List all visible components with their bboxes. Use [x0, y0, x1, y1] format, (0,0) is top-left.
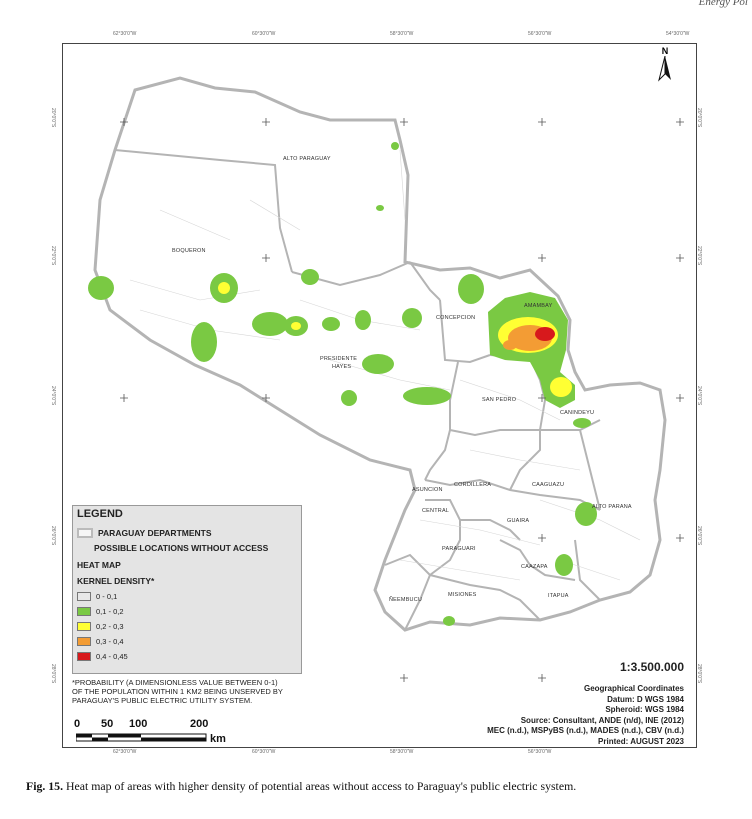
legend-kernel-label: KERNEL DENSITY*: [77, 576, 155, 586]
legend-locations-label: POSSIBLE LOCATIONS WITHOUT ACCESS: [94, 543, 269, 553]
caption-label: Fig. 15.: [26, 779, 64, 793]
tick-left-5: 28°0'0"S: [50, 664, 56, 684]
dept-label-presidente-hayes-1: PRESIDENTE: [320, 356, 358, 362]
department-borders: [114, 149, 601, 631]
dept-label-paraguari: PARAGUARI: [442, 546, 476, 552]
legend-class-swatch: [77, 622, 91, 631]
probability-note: *PROBABILITY (A DIMENSIONLESS VALUE BETW…: [72, 678, 402, 705]
note-line: *PROBABILITY (A DIMENSIONLESS VALUE BETW…: [72, 678, 278, 687]
journal-header: Energy Pol: [698, 0, 748, 8]
heat-blobs: [88, 142, 597, 626]
map-legend: LEGEND PARAGUAY DEPARTMENTS POSSIBLE LOC…: [72, 505, 302, 674]
scale-unit: km: [210, 733, 226, 745]
dept-label-concepcion: CONCEPCION: [436, 315, 476, 321]
legend-class-label: 0,3 - 0,4: [96, 637, 124, 646]
north-arrow-icon: [658, 55, 671, 82]
legend-class-label: 0 - 0,1: [96, 592, 118, 601]
map-metadata: 1:3.500.000 Geographical Coordinates Dat…: [487, 660, 684, 747]
scale-label-0: 0: [74, 718, 81, 730]
legend-heatmap-label: HEAT MAP: [77, 560, 121, 570]
departments-swatch: [77, 528, 93, 538]
dept-label-canindeyu: CANINDEYU: [560, 410, 595, 416]
legend-class-swatch: [77, 637, 91, 646]
dept-label-amambay: AMAMBAY: [524, 303, 553, 309]
scale-label-50: 50: [101, 718, 114, 730]
dept-label-misiones: MISIONES: [448, 592, 477, 598]
tick-right-1: 20°0'0"S: [696, 108, 702, 128]
legend-class-swatch: [77, 652, 91, 661]
tick-top-1: 62°30'0"W: [113, 31, 137, 37]
tick-bottom-1: 62°30'0"W: [113, 749, 137, 755]
map-scale: 1:3.500.000: [619, 660, 684, 674]
dept-label-caaguazu: CAAGUAZU: [532, 482, 565, 488]
legend-class-row: 0,1 - 0,2: [77, 607, 124, 616]
metadata-line: Spheroid: WGS 1984: [605, 705, 684, 714]
metadata-line: Datum: D WGS 1984: [607, 694, 684, 704]
legend-title: LEGEND: [77, 508, 123, 520]
tick-top-4: 56°30'0"W: [528, 31, 552, 37]
legend-class-label: 0,4 - 0,45: [96, 652, 128, 661]
dept-label-alto-parana: ALTO PARANA: [592, 504, 632, 510]
dept-label-caazapa: CAAZAPA: [521, 564, 548, 570]
tick-left-2: 22°0'0"S: [50, 246, 56, 266]
legend-class-row: 0,3 - 0,4: [77, 637, 124, 646]
dept-label-cordillera: CORDILLERA: [454, 482, 492, 488]
tick-top-5: 54°30'0"W: [666, 31, 690, 37]
tick-bottom-2: 60°30'0"W: [252, 749, 276, 755]
tick-right-3: 24°0'0"S: [696, 386, 702, 406]
caption-text: Heat map of areas with higher density of…: [65, 779, 577, 793]
note-line: PARAGUAY'S PUBLIC ELECTRIC UTILITY SYSTE…: [72, 696, 253, 705]
tick-right-5: 28°0'0"S: [696, 664, 702, 684]
legend-departments-label: PARAGUAY DEPARTMENTS: [98, 528, 212, 538]
metadata-line: Geographical Coordinates: [583, 684, 684, 693]
metadata-line: Source: Consultant, ANDE (n/d), INE (201…: [520, 715, 684, 725]
tick-bottom-4: 56°30'0"W: [528, 749, 552, 755]
legend-locations-row: POSSIBLE LOCATIONS WITHOUT ACCESS: [94, 543, 268, 553]
tick-left-4: 26°0'0"S: [50, 526, 56, 546]
tick-top-3: 58°30'0"W: [390, 31, 414, 37]
dept-label-guaira: GUAIRA: [507, 518, 530, 524]
legend-class-row: 0,4 - 0,45: [77, 652, 128, 661]
legend-class-swatch: [77, 607, 91, 616]
scale-label-100: 100: [129, 718, 148, 730]
north-label: N: [661, 46, 669, 56]
dept-label-presidente-hayes-2: HAYES: [332, 364, 352, 370]
legend-kernel-row: KERNEL DENSITY*: [77, 576, 154, 586]
dept-label-alto-paraguay: ALTO PARAGUAY: [283, 156, 331, 162]
tick-right-4: 26°0'0"S: [696, 526, 702, 546]
dept-label-itapua: ITAPUA: [548, 593, 569, 599]
legend-heatmap-row: HEAT MAP: [77, 560, 121, 570]
tick-left-3: 24°0'0"S: [50, 386, 56, 406]
dept-label-central: CENTRAL: [422, 508, 450, 514]
scale-bar-graphic: [76, 733, 207, 742]
metadata-line: MEC (n.d.), MSPyBS (n.d.), MADES (n.d.),…: [487, 726, 684, 735]
tick-left-1: 20°0'0"S: [50, 108, 56, 128]
tick-bottom-3: 58°30'0"W: [390, 749, 414, 755]
legend-departments-row: PARAGUAY DEPARTMENTS: [77, 528, 212, 538]
note-line: OF THE POPULATION WITHIN 1 KM2 BEING UNS…: [72, 687, 283, 696]
legend-class-row: 0 - 0,1: [77, 592, 117, 601]
tick-top-2: 60°30'0"W: [252, 31, 276, 37]
metadata-line: Printed: AUGUST 2023: [598, 736, 684, 746]
legend-class-row: 0,2 - 0,3: [77, 622, 124, 631]
dept-label-asuncion: ASUNCION: [412, 487, 443, 493]
legend-class-swatch: [77, 592, 91, 601]
figure-caption: Fig. 15. Heat map of areas with higher d…: [26, 779, 576, 794]
dept-label-san-pedro: SAN PEDRO: [482, 397, 517, 403]
north-arrow: N: [657, 46, 673, 87]
dept-label-neembucu: ÑEEMBUCU: [389, 597, 423, 603]
tick-right-2: 22°0'0"S: [696, 246, 702, 266]
scale-label-200: 200: [190, 718, 209, 730]
dept-label-boqueron: BOQUERON: [172, 248, 206, 254]
legend-class-label: 0,1 - 0,2: [96, 607, 124, 616]
legend-class-label: 0,2 - 0,3: [96, 622, 124, 631]
